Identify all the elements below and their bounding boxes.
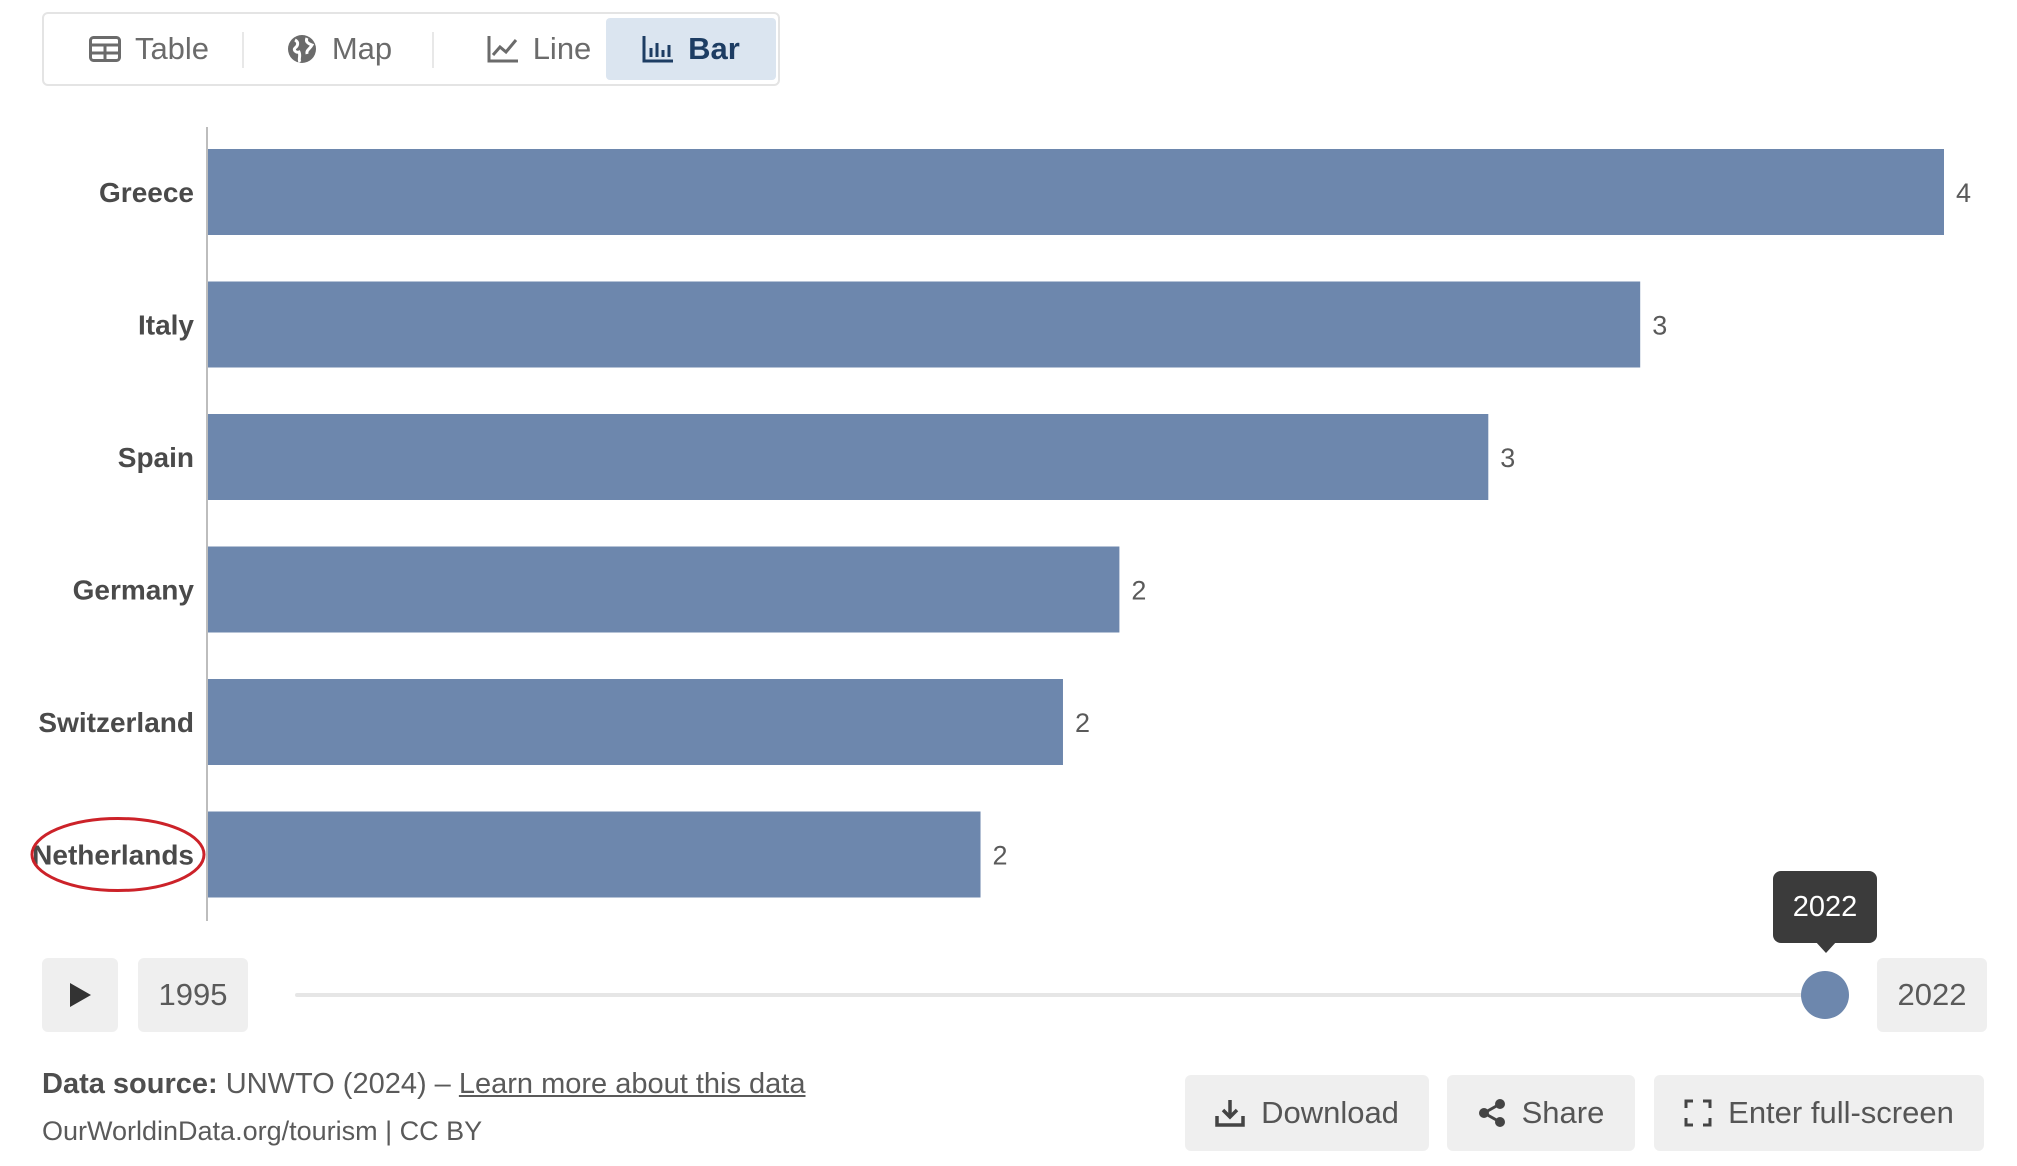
value-label-greece: 4: [1956, 178, 1971, 208]
tab-bar-label: Bar: [688, 31, 740, 66]
chart-tab-bar: Table Map Line Bar: [42, 12, 780, 86]
data-source-text: UNWTO (2024) –: [225, 1068, 451, 1100]
bar-switzerland[interactable]: [208, 679, 1063, 765]
bar-chart: Greece 4 Italy 3 Spain 3 Germany 2 Switzerland 2 N…: [30, 127, 1971, 921]
tab-table[interactable]: Table: [64, 18, 234, 80]
learn-more-link[interactable]: Learn more about this data: [458, 1068, 806, 1100]
tab-line[interactable]: Line: [444, 18, 634, 80]
value-label-switzerland: 2: [1075, 708, 1090, 738]
data-source-label: Data source:: [42, 1068, 218, 1100]
value-label-spain: 3: [1500, 443, 1515, 473]
bar-germany[interactable]: [208, 546, 1120, 633]
highlight-ellipse: [30, 817, 206, 892]
line-chart-icon: [487, 35, 519, 63]
bar-italy[interactable]: [208, 281, 1641, 368]
timeline-tooltip: 2022: [1773, 871, 1877, 943]
share-label: Share: [1521, 1095, 1605, 1130]
bars-group: Greece 4 Italy 3 Spain 3 Germany 2 Switzerland 2 N…: [30, 149, 1971, 898]
tab-map[interactable]: Map: [254, 18, 424, 80]
download-icon: [1215, 1098, 1245, 1128]
download-label: Download: [1261, 1095, 1399, 1130]
fullscreen-icon: [1684, 1099, 1712, 1127]
tab-divider: [432, 32, 434, 68]
bar-greece[interactable]: [208, 149, 1944, 235]
tab-table-label: Table: [134, 31, 210, 66]
data-source-line: Data source: UNWTO (2024) – Learn more a…: [42, 1068, 806, 1101]
category-label-spain[interactable]: Spain: [118, 442, 194, 473]
category-label-germany[interactable]: Germany: [73, 575, 195, 606]
tab-divider: [242, 32, 244, 68]
tab-line-label: Line: [532, 31, 592, 66]
timeline-handle[interactable]: [1801, 971, 1849, 1019]
play-icon: [70, 983, 91, 1007]
value-label-netherlands: 2: [993, 841, 1008, 871]
play-button[interactable]: [42, 958, 118, 1032]
timeline-end-year[interactable]: 2022: [1877, 958, 1987, 1032]
fullscreen-label: Enter full-screen: [1728, 1095, 1954, 1130]
credit-line: OurWorldinData.org/tourism | CC BY: [42, 1116, 483, 1146]
timeline-tooltip-arrow: [1815, 941, 1837, 953]
share-icon: [1478, 1099, 1506, 1127]
bar-chart-icon: [642, 35, 674, 63]
bar-spain[interactable]: [208, 414, 1489, 500]
globe-icon: [286, 33, 318, 65]
download-button[interactable]: Download: [1185, 1075, 1429, 1151]
share-button[interactable]: Share: [1447, 1075, 1635, 1151]
category-label-italy[interactable]: Italy: [138, 310, 194, 341]
tab-bar[interactable]: Bar: [606, 18, 776, 80]
table-icon: [88, 36, 121, 62]
value-label-germany: 2: [1131, 576, 1146, 606]
value-label-italy: 3: [1652, 311, 1667, 341]
category-label-netherlands[interactable]: Netherlands: [32, 840, 194, 871]
timeline-start-year[interactable]: 1995: [138, 958, 248, 1032]
bar-netherlands[interactable]: [208, 811, 981, 898]
tab-map-label: Map: [331, 31, 393, 66]
category-label-switzerland[interactable]: Switzerland: [38, 707, 194, 738]
fullscreen-button[interactable]: Enter full-screen: [1654, 1075, 1984, 1151]
timeline-track[interactable]: [295, 993, 1825, 997]
category-label-greece[interactable]: Greece: [99, 177, 194, 208]
